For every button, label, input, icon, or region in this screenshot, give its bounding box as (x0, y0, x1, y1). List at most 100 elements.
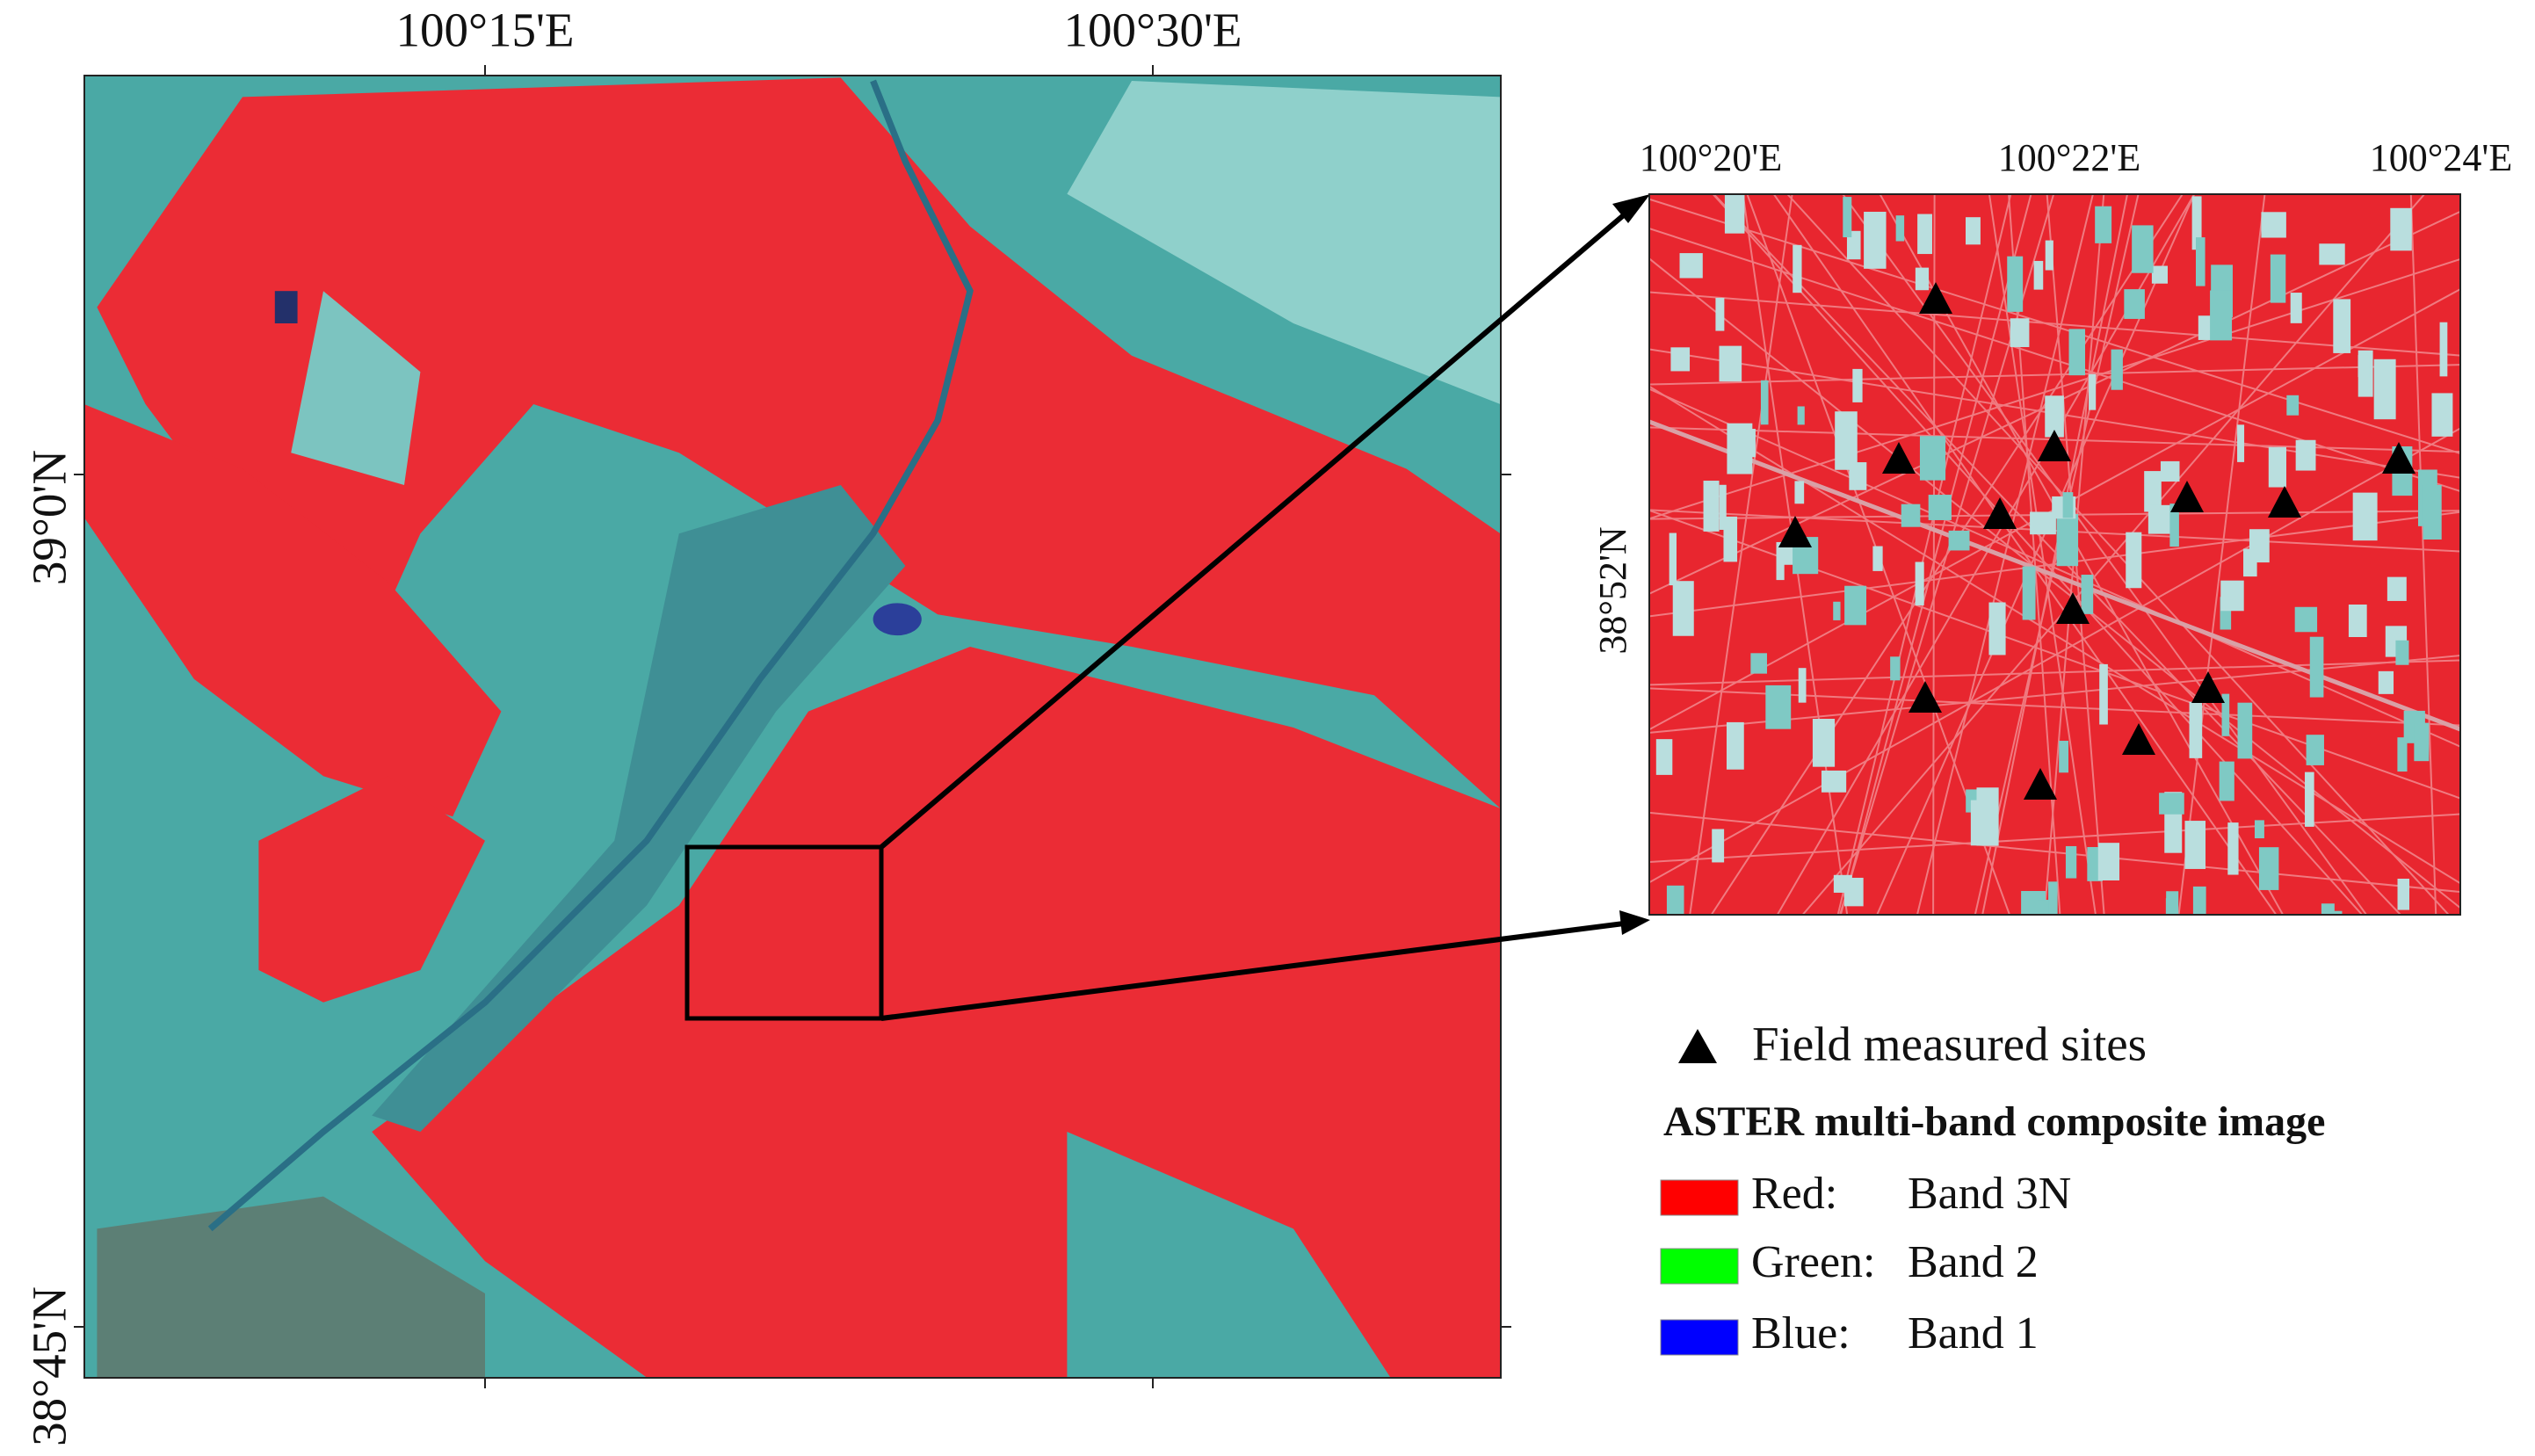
bare-patch (2148, 504, 2171, 534)
bare-patch (2191, 196, 2202, 250)
bare-patch (2081, 575, 2094, 614)
bare-patch (2126, 532, 2142, 589)
legend-channel: Blue: (1751, 1308, 1851, 1358)
legend-title: ASTER multi-band composite image (1663, 1098, 2325, 1145)
bare-patch (2414, 722, 2430, 762)
bare-patch (1669, 532, 1677, 586)
bare-patch (1798, 668, 1807, 703)
field-site (2056, 592, 2090, 624)
bare-patch (2056, 514, 2079, 567)
bare-patch (2045, 240, 2053, 271)
bare-patch (1727, 423, 1753, 474)
x-tick-label: 100°15'E (395, 4, 574, 57)
bare-patch (2237, 424, 2245, 462)
bare-patch (1666, 885, 1684, 915)
bare-patch (1915, 267, 1930, 291)
bare-patch (2348, 605, 2367, 638)
bare-patch (2333, 299, 2351, 353)
arrow-head (1619, 910, 1650, 935)
bare-patch (2331, 910, 2343, 915)
legend-swatch (1660, 1179, 1739, 1216)
bare-patch (1976, 787, 1999, 846)
inset-y-label: 38°52'N (1591, 526, 1634, 654)
bare-patch (1833, 874, 1852, 893)
bare-patch (2189, 701, 2203, 758)
bare-patch (1901, 503, 1921, 527)
field-road (1649, 659, 2460, 686)
bare-patch (2099, 663, 2108, 725)
bare-patch (2221, 693, 2230, 736)
legend-sites: Field measured sites (1752, 1018, 2147, 1071)
bare-patch (1915, 561, 1924, 605)
bare-patch (2431, 393, 2453, 437)
field-road (1649, 427, 2460, 884)
bare-patch (1821, 770, 1847, 793)
legend-swatch (1660, 1319, 1739, 1356)
field-site (2170, 481, 2204, 512)
main-road (1649, 419, 2460, 732)
field-road (1649, 813, 2460, 864)
inset-frame (1648, 193, 2461, 916)
bare-patch (2358, 355, 2370, 378)
bare-patch (1919, 436, 1946, 481)
field-site (1778, 516, 1812, 547)
field-road (1712, 194, 2363, 915)
bare-patch (2395, 640, 2409, 665)
bare-patch (1928, 495, 1952, 520)
bare-patch (1723, 516, 1738, 562)
bare-patch (2258, 847, 2279, 890)
inset-x-label: 100°20'E (1640, 136, 1782, 179)
legend-band: Band 3N (1908, 1169, 2071, 1219)
bare-patch (2022, 566, 2036, 620)
arrow-head (1612, 194, 1650, 223)
field-site (1882, 442, 1916, 474)
bare-patch (1719, 345, 1742, 382)
bare-patch (2321, 903, 2335, 915)
legend-swatch (1660, 1248, 1739, 1285)
zoom-box (684, 844, 884, 1021)
bare-patch (2352, 492, 2378, 541)
bare-patch (2305, 771, 2314, 827)
bare-patch (2159, 793, 2184, 815)
bare-patch (1835, 411, 1858, 470)
bare-patch (2254, 820, 2264, 839)
bare-patch (1872, 546, 1883, 571)
bare-patch (2439, 322, 2448, 377)
bare-patch (1679, 253, 1703, 279)
bare-patch (2237, 702, 2253, 759)
bare-patch (2295, 439, 2316, 471)
field-site (2038, 430, 2071, 461)
bare-patch (1672, 581, 1694, 636)
bare-patch (1724, 194, 1745, 234)
bare-patch (2068, 329, 2086, 376)
bare-patch (2423, 484, 2442, 540)
bare-patch (2033, 260, 2044, 290)
bare-patch (2192, 886, 2206, 915)
bare-patch (2095, 206, 2112, 243)
bare-patch (2010, 318, 2030, 347)
inset-x-label: 100°24'E (2370, 136, 2512, 179)
field-road (1649, 388, 2460, 748)
bare-patch (2124, 289, 2145, 319)
bare-patch (2059, 741, 2069, 773)
bare-patch (2151, 265, 2168, 284)
bare-patch (2169, 503, 2179, 547)
bare-patch (1793, 244, 1802, 293)
bare-patch (2045, 395, 2064, 438)
legend-bands: Red: Band 3N Green: Band 2 Blue: Band 1 (1660, 1169, 2071, 1358)
main-ticks (74, 65, 1511, 1388)
bare-patch (2065, 845, 2077, 879)
field-site (1983, 497, 2017, 529)
bare-patch (1988, 602, 2006, 656)
bare-patch (2390, 207, 2412, 251)
field-road (1649, 198, 2460, 454)
bare-patch (2290, 293, 2302, 323)
field-site (2382, 442, 2415, 474)
bare-patch (1849, 462, 1867, 490)
field-road (1649, 258, 2460, 520)
bare-patch (1852, 368, 1863, 402)
bare-patch (2397, 878, 2410, 910)
y-tick-label: 38°45'N (23, 1286, 76, 1446)
bare-patch (2144, 471, 2162, 512)
